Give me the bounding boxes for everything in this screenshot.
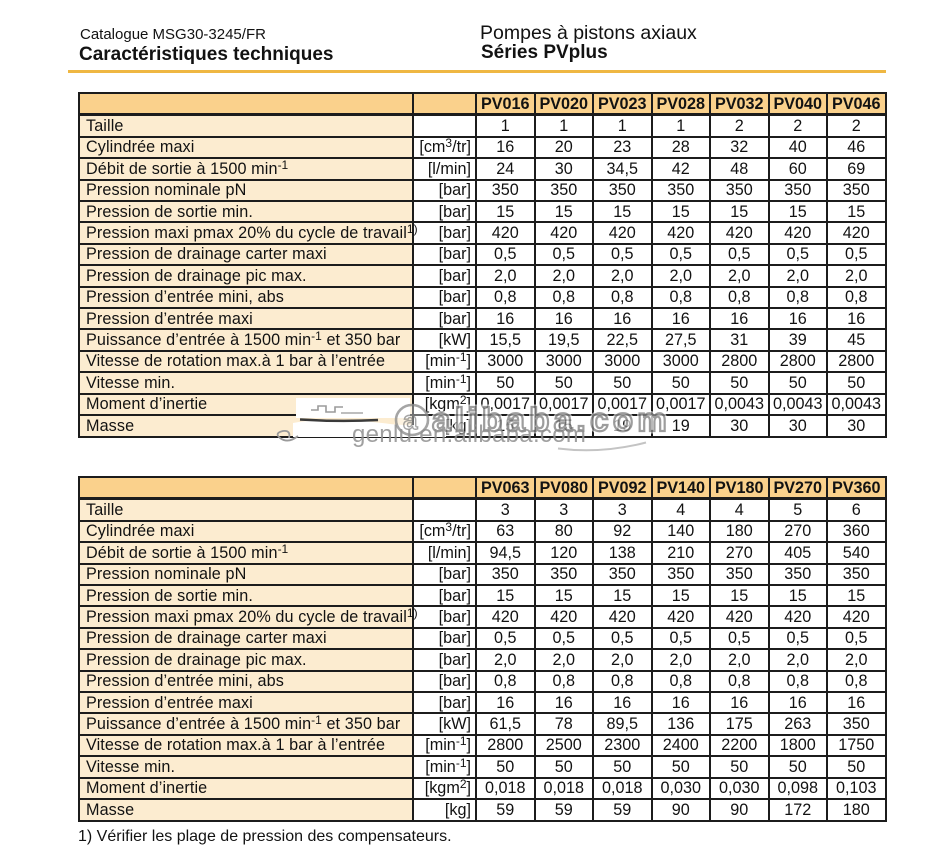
svg-text:a: a [403,405,418,435]
svg-text:alibaba.com: alibaba.com [432,401,671,438]
svg-text:genlu.en.alibaba.com: genlu.en.alibaba.com [352,421,586,448]
svg-text:alibaba.com: alibaba.com [432,401,671,438]
